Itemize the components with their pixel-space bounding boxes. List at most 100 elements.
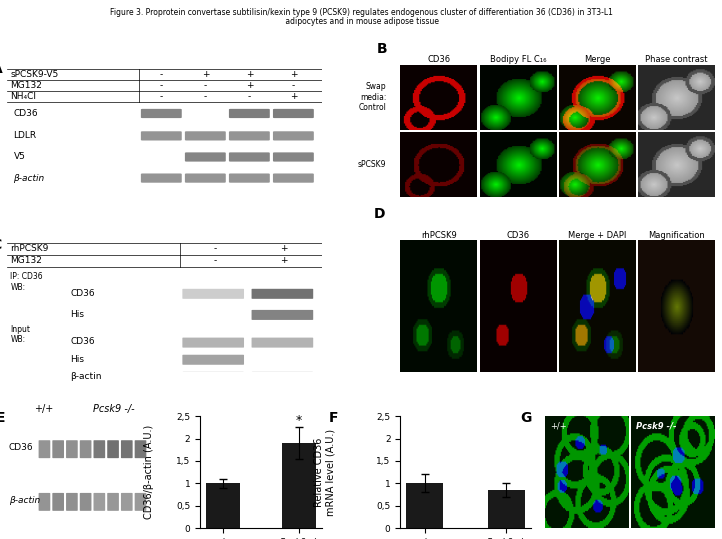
FancyBboxPatch shape	[229, 132, 270, 141]
FancyBboxPatch shape	[273, 109, 314, 118]
FancyBboxPatch shape	[108, 493, 119, 511]
Title: Magnification: Magnification	[648, 231, 705, 240]
Text: Figure 3. Proprotein convertase subtilisin/kexin type 9 (PCSK9) regulates endoge: Figure 3. Proprotein convertase subtilis…	[110, 8, 612, 17]
FancyBboxPatch shape	[251, 372, 313, 382]
Text: +: +	[201, 70, 209, 79]
Text: rhPCSK9: rhPCSK9	[10, 245, 49, 253]
Text: -: -	[204, 81, 207, 90]
Text: -: -	[160, 81, 163, 90]
Bar	[282, 443, 316, 528]
Bar	[206, 483, 240, 528]
Text: +: +	[280, 257, 287, 265]
Text: β-actin: β-actin	[14, 174, 45, 183]
Text: sPCSK9-V5: sPCSK9-V5	[10, 70, 58, 79]
Title: rhPCSK9: rhPCSK9	[421, 231, 456, 240]
Text: His: His	[70, 310, 84, 319]
Text: +: +	[290, 70, 297, 79]
Bar	[406, 483, 443, 528]
Text: β-actin: β-actin	[9, 496, 40, 505]
FancyBboxPatch shape	[183, 372, 244, 382]
FancyBboxPatch shape	[66, 440, 78, 458]
Text: sPCSK9: sPCSK9	[358, 160, 386, 169]
FancyBboxPatch shape	[183, 289, 244, 299]
Text: MG132: MG132	[10, 81, 43, 90]
Text: +: +	[245, 81, 253, 90]
Text: +: +	[290, 92, 297, 101]
Text: -: -	[213, 257, 217, 265]
Title: Phase contrast: Phase contrast	[645, 55, 708, 64]
FancyBboxPatch shape	[38, 440, 51, 458]
Text: adipocytes and in mouse adipose tissue: adipocytes and in mouse adipose tissue	[283, 17, 439, 26]
FancyBboxPatch shape	[183, 337, 244, 348]
Text: LDLR: LDLR	[14, 132, 37, 140]
Text: CD36: CD36	[70, 337, 95, 347]
Text: C: C	[0, 238, 1, 252]
FancyBboxPatch shape	[93, 493, 105, 511]
Text: G: G	[521, 411, 532, 425]
Text: +: +	[280, 245, 287, 253]
FancyBboxPatch shape	[273, 174, 314, 183]
Title: Bodipy FL C₁₆: Bodipy FL C₁₆	[490, 55, 547, 64]
FancyBboxPatch shape	[141, 174, 182, 183]
Title: Merge + DAPI: Merge + DAPI	[568, 231, 626, 240]
FancyBboxPatch shape	[135, 440, 147, 458]
Text: +/+: +/+	[549, 421, 566, 431]
FancyBboxPatch shape	[38, 493, 51, 511]
FancyBboxPatch shape	[52, 440, 64, 458]
FancyBboxPatch shape	[229, 174, 270, 183]
FancyBboxPatch shape	[183, 355, 244, 365]
FancyBboxPatch shape	[121, 493, 133, 511]
Text: -: -	[204, 92, 207, 101]
FancyBboxPatch shape	[229, 153, 270, 162]
Text: IP: CD36: IP: CD36	[10, 272, 43, 281]
Text: β-actin: β-actin	[70, 372, 102, 381]
FancyBboxPatch shape	[121, 440, 133, 458]
Text: WB:: WB:	[10, 335, 25, 344]
Text: +: +	[245, 70, 253, 79]
FancyBboxPatch shape	[135, 493, 147, 511]
Text: *: *	[296, 414, 302, 427]
FancyBboxPatch shape	[251, 310, 313, 320]
Bar	[488, 490, 525, 528]
Y-axis label: Relative CD36
mRNA level (A.U.): Relative CD36 mRNA level (A.U.)	[313, 429, 335, 516]
FancyBboxPatch shape	[52, 493, 64, 511]
Text: -: -	[213, 245, 217, 253]
FancyBboxPatch shape	[79, 440, 92, 458]
Text: Pcsk9 -/-: Pcsk9 -/-	[635, 421, 676, 431]
FancyBboxPatch shape	[251, 289, 313, 299]
Text: Input: Input	[10, 325, 30, 334]
Text: V5: V5	[14, 153, 25, 162]
Text: -: -	[160, 92, 163, 101]
FancyBboxPatch shape	[141, 132, 182, 141]
Text: Pcsk9 -/-: Pcsk9 -/-	[93, 404, 134, 414]
Text: -: -	[248, 92, 251, 101]
Text: MG132: MG132	[10, 257, 43, 265]
FancyBboxPatch shape	[251, 337, 313, 348]
FancyBboxPatch shape	[185, 153, 226, 162]
Text: A: A	[0, 62, 2, 76]
Text: WB:: WB:	[10, 282, 25, 292]
FancyBboxPatch shape	[79, 493, 92, 511]
FancyBboxPatch shape	[108, 440, 119, 458]
Text: -: -	[160, 70, 163, 79]
FancyBboxPatch shape	[141, 109, 182, 118]
Text: CD36: CD36	[70, 289, 95, 298]
Text: E: E	[0, 411, 5, 425]
FancyBboxPatch shape	[66, 493, 78, 511]
Title: Merge: Merge	[584, 55, 610, 64]
Text: Swap
media:
Control: Swap media: Control	[359, 82, 386, 112]
Text: His: His	[70, 355, 84, 364]
Text: -: -	[292, 81, 295, 90]
FancyBboxPatch shape	[185, 174, 226, 183]
Text: CD36: CD36	[9, 443, 33, 452]
Y-axis label: CD36/β-actin (A.U.): CD36/β-actin (A.U.)	[144, 425, 154, 519]
Title: CD36: CD36	[427, 55, 451, 64]
Text: +/+: +/+	[34, 404, 53, 414]
FancyBboxPatch shape	[273, 132, 314, 141]
FancyBboxPatch shape	[229, 109, 270, 118]
Text: F: F	[329, 411, 338, 425]
FancyBboxPatch shape	[185, 132, 226, 141]
Text: NH₄Cl: NH₄Cl	[10, 92, 36, 101]
FancyBboxPatch shape	[273, 153, 314, 162]
Text: CD36: CD36	[14, 109, 38, 118]
